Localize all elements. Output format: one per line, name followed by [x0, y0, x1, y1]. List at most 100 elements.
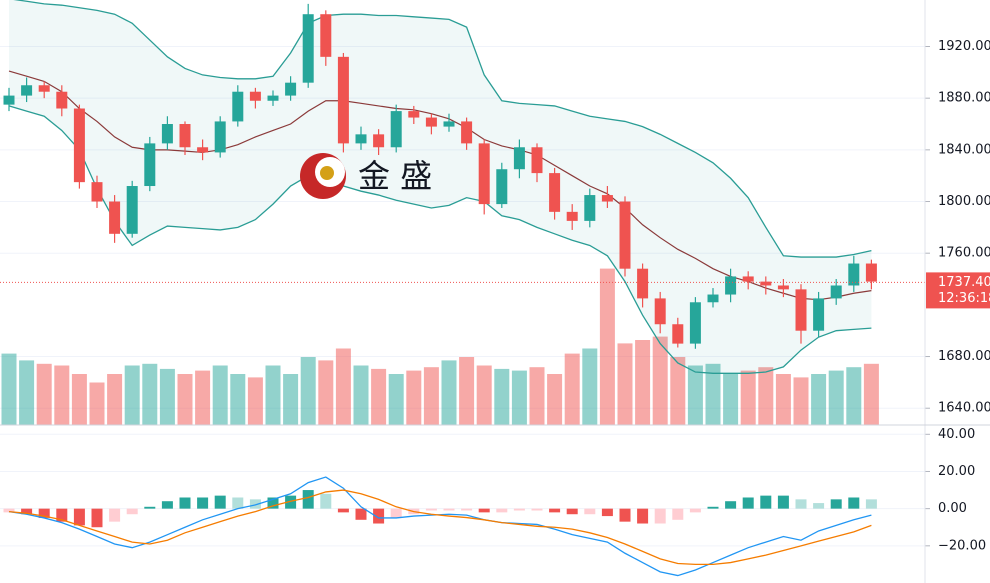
candle-body [232, 91, 244, 122]
volume-bar [54, 365, 70, 425]
histogram-bar [478, 508, 490, 513]
candle-body [355, 134, 367, 144]
volume-bar [599, 268, 615, 425]
histogram-bar [56, 508, 68, 522]
band-lower [8, 105, 872, 374]
volume-bar [511, 370, 527, 425]
histogram-bar [777, 495, 789, 509]
histogram-bar [232, 497, 244, 509]
histogram-bar [425, 508, 437, 511]
volume-bar [863, 363, 879, 425]
candle-body [425, 117, 437, 127]
y-tick-label: 20.00 [938, 464, 975, 479]
histogram-bar [21, 508, 33, 515]
histogram-bar [390, 508, 402, 518]
volume-bar [318, 360, 334, 425]
candle-body [654, 298, 666, 325]
band-upper [13, 0, 872, 258]
volume-bar [230, 374, 246, 425]
candle-body [197, 147, 209, 153]
candle-body [408, 111, 420, 118]
candle-body [390, 111, 402, 148]
watermark-text: 金 盛 [358, 157, 432, 195]
candle-body [73, 108, 85, 183]
candle-body [584, 195, 596, 221]
volume-bar [265, 365, 281, 425]
volume-bar [705, 363, 721, 425]
candle-body [179, 124, 191, 148]
y-tick-label: 0.00 [938, 501, 967, 516]
candle-body [478, 143, 490, 205]
y-tick-label: 1760.00 [938, 246, 990, 261]
candle-body [21, 85, 33, 96]
volume-bar [723, 374, 739, 425]
volume-bar [371, 368, 387, 425]
candle-body [865, 263, 877, 282]
histogram-bar [637, 508, 649, 524]
candle-body [725, 276, 737, 295]
candle-body [513, 147, 525, 170]
candle-body [267, 95, 279, 101]
histogram-bar [179, 497, 191, 509]
volume-bar [335, 348, 351, 425]
candle-body [38, 85, 50, 92]
volume-bar [617, 343, 633, 425]
candle-body [707, 294, 719, 303]
volume-bar [652, 336, 668, 425]
histogram-bar [795, 499, 807, 509]
histogram-bar [830, 499, 842, 509]
volume-bar [124, 365, 140, 425]
candle-body [672, 324, 684, 344]
volume-bar [547, 374, 563, 425]
volume-bar [300, 357, 316, 425]
candle-body [531, 147, 543, 174]
volume-bar [212, 365, 228, 425]
histogram-bar [91, 508, 103, 528]
candle-body [91, 182, 103, 202]
volume-bar [423, 367, 439, 425]
histogram-bar [126, 508, 138, 515]
y-tick-label: 1680.00 [938, 349, 990, 364]
candle-body [742, 276, 754, 282]
histogram-bar [373, 508, 385, 524]
candle-body [813, 298, 825, 331]
candle-body [566, 211, 578, 221]
candle-body [109, 201, 121, 234]
volume-bar [758, 367, 774, 425]
histogram-bar [3, 508, 15, 513]
histogram-bar [725, 501, 737, 509]
volume-bar [687, 365, 703, 425]
candle-body [161, 124, 173, 144]
volume-bar [635, 340, 651, 425]
volume-bar [177, 374, 193, 425]
candle-body [126, 186, 138, 234]
volume-bar [494, 368, 510, 425]
volume-bar [582, 348, 598, 425]
candle-body [337, 56, 349, 144]
histogram-bar [249, 499, 261, 509]
volume-bar [388, 374, 404, 425]
histogram-bar [302, 490, 314, 509]
histogram-bar [320, 493, 332, 509]
histogram-bar [619, 508, 631, 522]
candle-body [144, 143, 156, 187]
volume-bar [811, 374, 827, 425]
histogram-bar [73, 508, 85, 526]
candle-body [689, 302, 701, 344]
volume-bar [406, 370, 422, 425]
volume-bar [564, 353, 580, 425]
watermark: 金 盛 [300, 153, 432, 199]
histogram-bar [513, 508, 525, 511]
volume-bar [195, 370, 211, 425]
y-tick-label: 40.00 [938, 427, 975, 442]
histogram-bar [531, 508, 543, 511]
y-tick-label: 1880.00 [938, 91, 990, 106]
histogram-bar [38, 508, 50, 518]
candle-body [461, 121, 473, 144]
candle-body [848, 263, 860, 286]
volume-bar [107, 374, 123, 425]
candle-body [619, 201, 631, 269]
candle-body [214, 121, 226, 153]
